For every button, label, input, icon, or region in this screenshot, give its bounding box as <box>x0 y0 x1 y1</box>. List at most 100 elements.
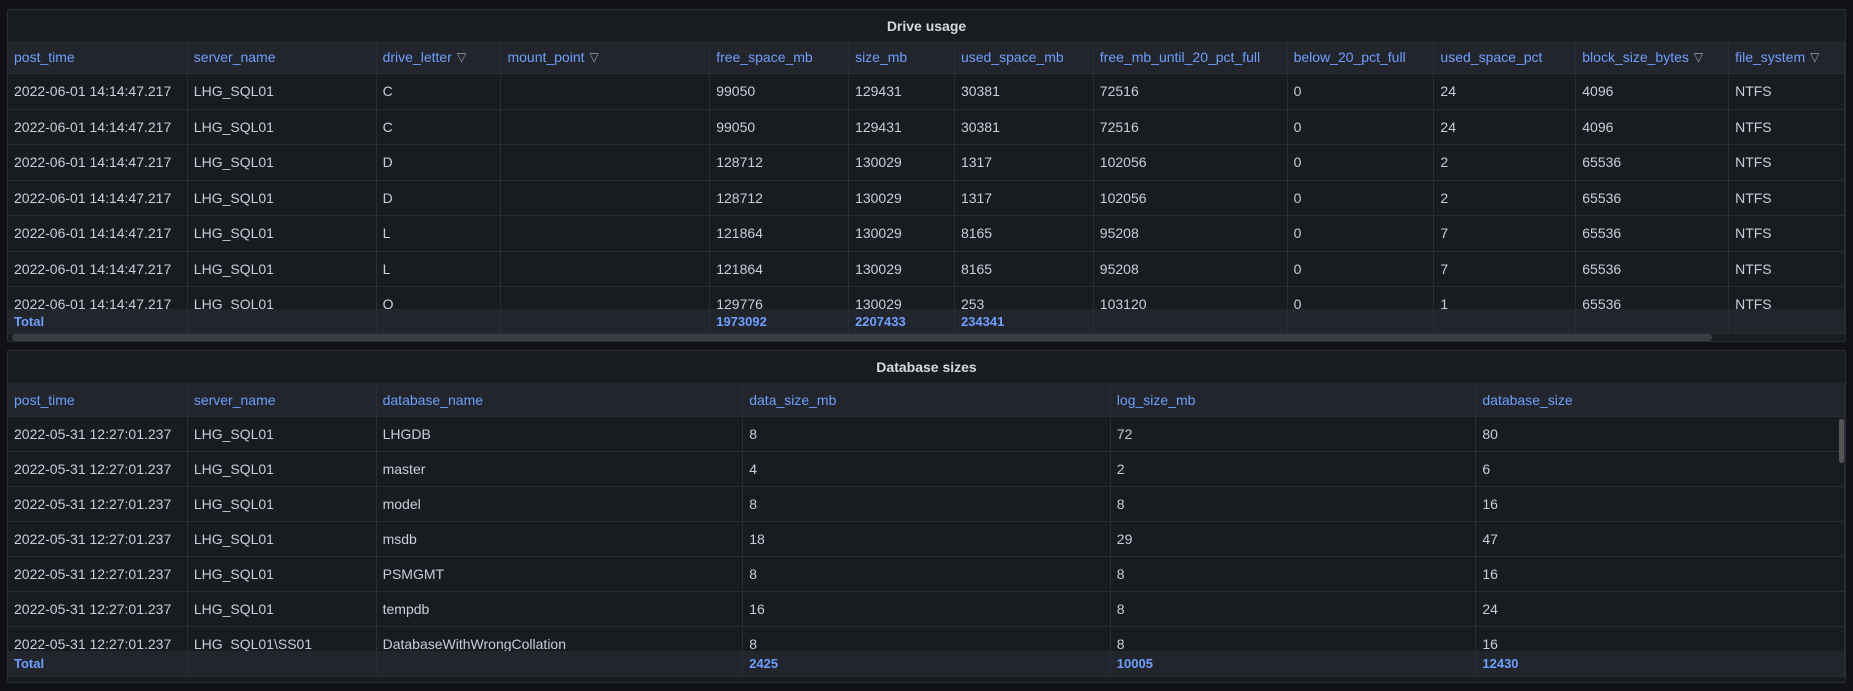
filter-icon[interactable]: ▽ <box>589 50 599 64</box>
cell-text: 16 <box>1482 496 1498 512</box>
table-cell: 128712 <box>710 145 850 180</box>
cell-text: Q <box>382 296 394 313</box>
cell-text: 2022-05-31 12:27:01.237 <box>14 601 172 617</box>
drive-usage-panel: Drive usage post_time server_name drive_le… <box>7 9 1846 342</box>
table-cell: 1317 <box>955 145 1094 180</box>
cell-text: 102056 <box>1099 189 1147 206</box>
total-cell <box>377 651 744 676</box>
column-header[interactable]: size_mb <box>849 41 955 73</box>
cell-text: 4096 <box>1582 83 1614 100</box>
cell-text: Total <box>14 313 45 329</box>
cell-text: 95208 <box>1099 260 1139 277</box>
table-cell: 121864 <box>710 251 850 286</box>
total-cell <box>501 309 711 333</box>
cell-text: data_size_mb <box>749 391 837 408</box>
cell-text: 103120 <box>1099 296 1147 313</box>
cell-text: model <box>382 496 421 512</box>
table-cell: 65536 <box>1576 216 1730 251</box>
cell-text: NTFS <box>1735 225 1772 242</box>
cell-text: 8165 <box>960 225 993 242</box>
table-cell: 29 <box>1111 522 1477 556</box>
column-header[interactable]: free_mb_until_20_pct_full <box>1094 41 1288 73</box>
table-cell <box>501 109 711 144</box>
table-row: 2022-06-01 14:14:47.217 LHG_SQL01 D 128712 1… <box>8 145 1845 181</box>
table-cell: 0 <box>1288 180 1435 215</box>
table-cell: 0 <box>1288 251 1435 286</box>
cell-text: C <box>382 118 393 135</box>
column-header[interactable]: block_size_bytes ▽ <box>1576 41 1730 73</box>
total-cell <box>1434 309 1577 333</box>
cell-text: 6 <box>1482 461 1491 477</box>
filter-icon[interactable]: ▽ <box>1810 50 1820 64</box>
column-header[interactable]: post_time <box>8 41 188 73</box>
total-cell: 2425 <box>743 651 1111 676</box>
table-cell: LHG_SQL01 <box>188 592 377 626</box>
cell-text: 65536 <box>1582 260 1622 277</box>
column-header[interactable]: below_20_pct_full <box>1288 41 1435 73</box>
table-cell: LHGDB <box>377 417 744 451</box>
cell-text: NTFS <box>1735 260 1772 277</box>
panel-title: Database sizes <box>876 359 977 375</box>
table-cell: 8 <box>743 557 1111 591</box>
table-cell: 2022-05-31 12:27:01.237 <box>8 417 188 451</box>
table-cell: 8165 <box>955 251 1094 286</box>
table-row: 2022-06-01 14:14:47.217 LHG_SQL01 C 99050 12… <box>8 109 1845 145</box>
cell-text: 95208 <box>1099 225 1139 242</box>
cell-text: master <box>382 461 426 477</box>
cell-text: LHG_SQL01 <box>193 461 274 477</box>
cell-text: 7 <box>1440 225 1449 242</box>
cell-text: 128712 <box>716 189 763 206</box>
table-cell: DatabaseWithWrongCollation <box>377 627 744 661</box>
column-header[interactable]: used_space_mb <box>955 41 1094 73</box>
table-cell: 8 <box>1111 627 1477 661</box>
table-cell: master <box>377 452 744 486</box>
column-header[interactable]: server_name <box>188 383 377 416</box>
cell-text: 2022-05-31 12:27:01.237 <box>14 566 172 582</box>
column-header[interactable]: mount_point ▽ <box>501 41 711 73</box>
panel-title: Drive usage <box>886 18 967 34</box>
cell-text: 8165 <box>960 260 993 277</box>
horizontal-scrollbar[interactable] <box>12 334 1712 341</box>
column-header[interactable]: file_system ▽ <box>1729 41 1845 73</box>
table-cell: D <box>377 180 502 215</box>
table-cell: 2022-05-31 12:27:01.237 <box>8 522 188 556</box>
column-header[interactable]: data_size_mb <box>743 383 1111 416</box>
table-cell: 8 <box>743 417 1111 451</box>
cell-text: NTFS <box>1735 154 1772 171</box>
cell-text: database_name <box>382 391 484 408</box>
table-cell: 16 <box>743 592 1111 626</box>
cell-text: 2022-05-31 12:27:01.237 <box>14 636 172 652</box>
table-cell <box>501 251 711 286</box>
cell-text: 7 <box>1440 260 1449 277</box>
cell-text: 2022-06-01 14:14:47.217 <box>14 189 172 206</box>
column-header[interactable]: database_name <box>377 383 744 416</box>
filter-icon[interactable]: ▽ <box>456 50 467 64</box>
column-header[interactable]: used_space_pct <box>1434 41 1577 73</box>
table-row: 2022-05-31 12:27:01.237 LHG_SQL01 PSMGMT 8 8… <box>8 557 1845 592</box>
table-cell: LHG_SQL01 <box>188 417 377 451</box>
column-header[interactable]: drive_letter ▽ <box>377 41 502 73</box>
table-cell: 2022-05-31 12:27:01.237 <box>8 557 188 591</box>
table-cell: LHG_SQL01 <box>188 74 377 109</box>
column-header[interactable]: log_size_mb <box>1111 383 1477 416</box>
cell-text: used_space_mb <box>960 49 1064 65</box>
column-header[interactable]: database_size <box>1476 383 1845 416</box>
table-cell: 1317 <box>955 180 1094 215</box>
table-cell: 2 <box>1111 452 1477 486</box>
cell-text: file_system <box>1735 49 1806 65</box>
filter-icon[interactable]: ▽ <box>1693 50 1704 64</box>
column-header[interactable]: server_name <box>188 41 377 73</box>
table-row: 2022-05-31 12:27:01.237 LHG_SQL01 msdb 18 29… <box>8 522 1845 557</box>
cell-text: L <box>382 260 391 277</box>
cell-text: LHG_SQL01 <box>193 225 274 242</box>
cell-text: mount_point <box>507 49 585 65</box>
column-header[interactable]: free_space_mb <box>710 41 850 73</box>
cell-text: 8 <box>749 636 757 652</box>
cell-text: size_mb <box>855 49 908 65</box>
vertical-scrollbar[interactable] <box>1839 419 1844 463</box>
column-header[interactable]: post_time <box>8 383 188 416</box>
cell-text: 130029 <box>855 260 902 277</box>
table-cell: LHG_SQL01\SS01 <box>188 627 377 661</box>
table-cell: 130029 <box>849 216 955 251</box>
cell-text: 2022-05-31 12:27:01.237 <box>14 461 172 477</box>
